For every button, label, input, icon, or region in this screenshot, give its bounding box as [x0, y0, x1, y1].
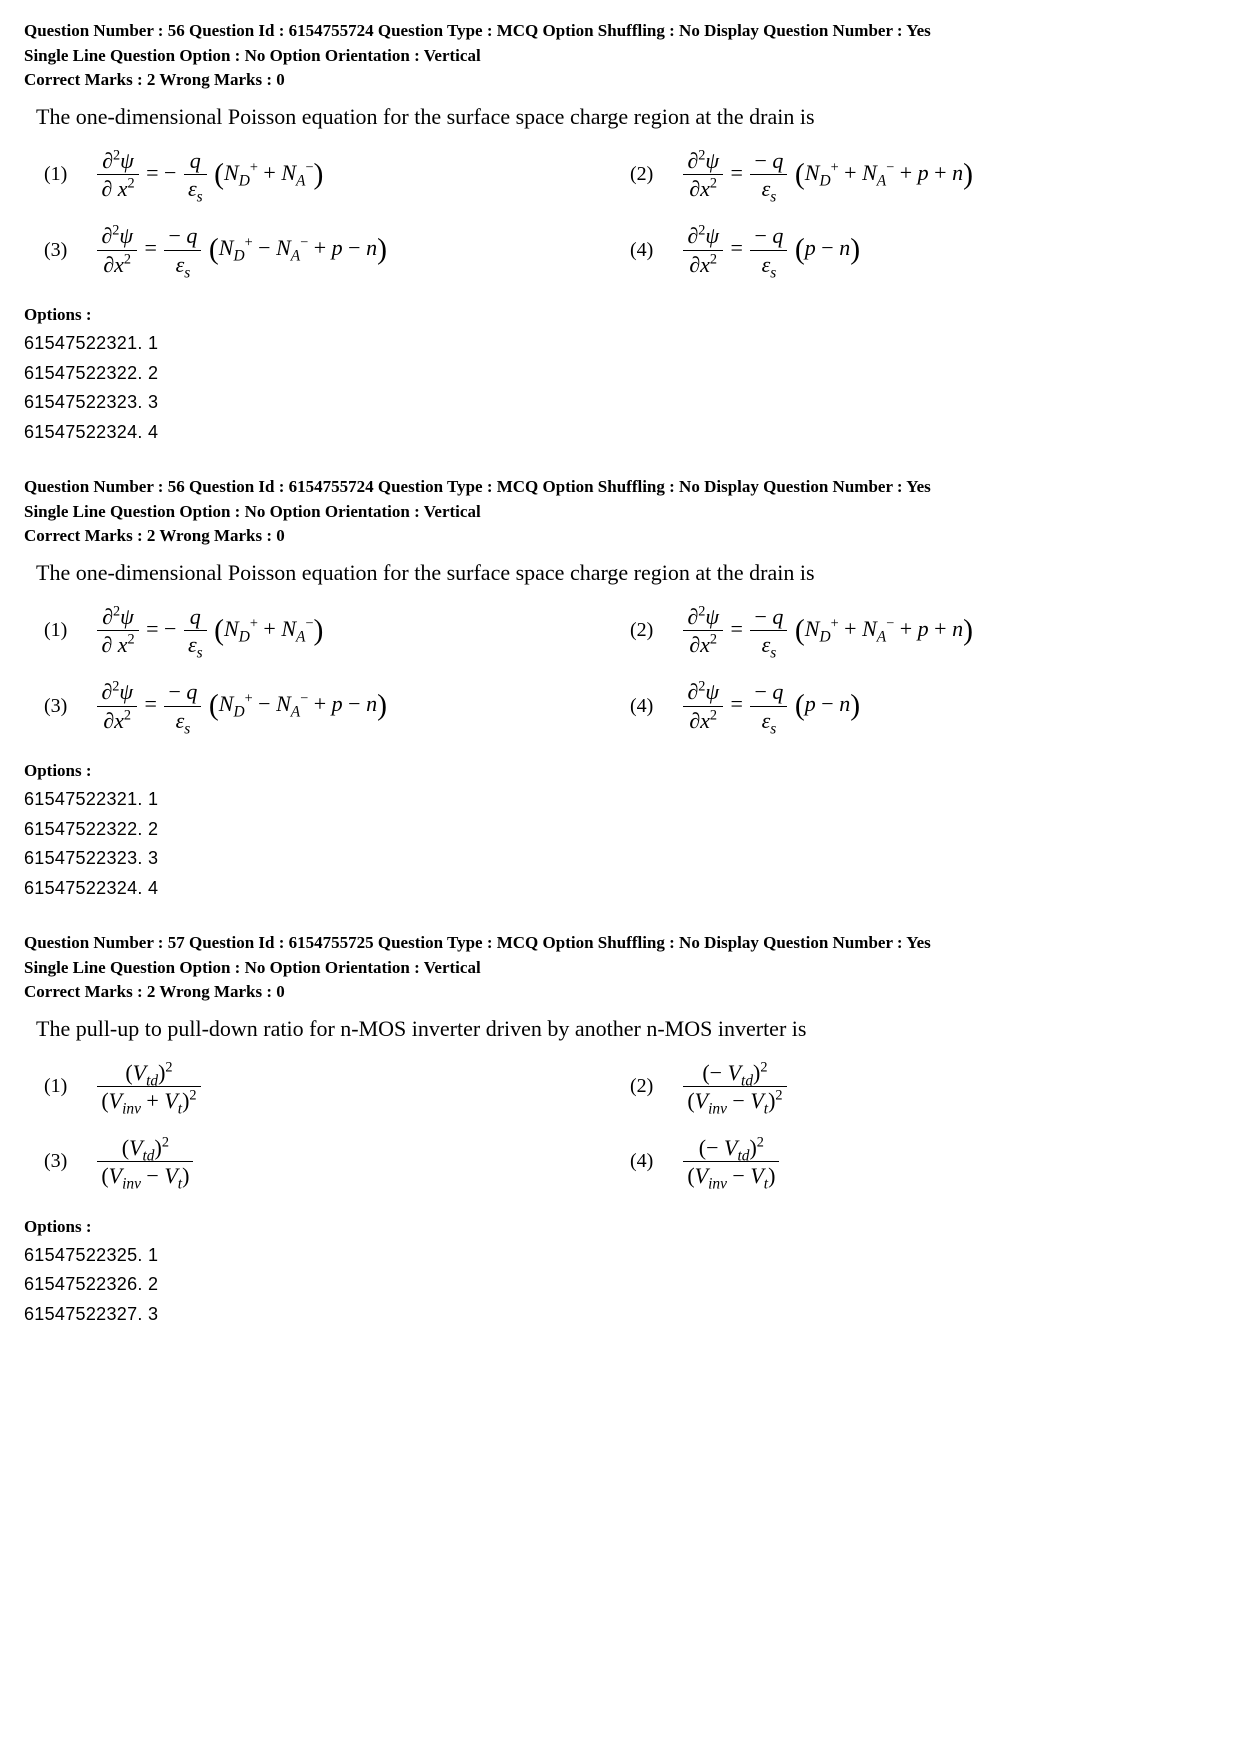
option-number: (3) [44, 239, 67, 262]
option-row[interactable]: 61547522327. 3 [24, 1300, 1216, 1330]
question-block-57: Question Number : 57 Question Id : 61547… [24, 932, 1216, 1330]
options-header: Options : [24, 761, 1216, 781]
equation-body: ∂2ψ∂ x2 = − qεs (ND+ + NA−) [95, 148, 323, 202]
option-row[interactable]: 61547522322. 2 [24, 359, 1216, 389]
equation-option-3: (3) (Vtd)2 (Vinv − Vt) [44, 1135, 630, 1189]
question-text: The pull-up to pull-down ratio for n-MOS… [36, 1016, 1216, 1042]
options-list: 61547522321. 1 61547522322. 2 6154752232… [24, 785, 1216, 904]
option-row[interactable]: 61547522321. 1 [24, 329, 1216, 359]
question-meta-line1: Question Number : 56 Question Id : 61547… [24, 476, 1216, 499]
equation-body: ∂2ψ∂x2 = − qεs (ND+ + NA− + p + n) [681, 148, 973, 202]
equation-body: ∂2ψ∂ x2 = − qεs (ND+ + NA−) [95, 604, 323, 658]
equation-body: ∂2ψ∂x2 = − qεs (ND+ − NA− + p − n) [95, 679, 387, 733]
equation-body: (− Vtd)2 (Vinv − Vt) [681, 1135, 781, 1189]
question-meta-line2: Single Line Question Option : No Option … [24, 957, 1216, 980]
equation-option-1: (1) ∂2ψ∂ x2 = − qεs (ND+ + NA−) [44, 604, 630, 658]
equation-body: ∂2ψ∂x2 = − qεs (ND+ + NA− + p + n) [681, 604, 973, 658]
option-row[interactable]: 61547522325. 1 [24, 1241, 1216, 1271]
equation-body: ∂2ψ∂x2 = − qεs (p − n) [681, 679, 860, 733]
question-marks: Correct Marks : 2 Wrong Marks : 0 [24, 526, 1216, 546]
option-row[interactable]: 61547522323. 3 [24, 388, 1216, 418]
option-number: (1) [44, 1075, 67, 1098]
question-meta-line2: Single Line Question Option : No Option … [24, 501, 1216, 524]
question-marks: Correct Marks : 2 Wrong Marks : 0 [24, 982, 1216, 1002]
equation-option-2: (2) ∂2ψ∂x2 = − qεs (ND+ + NA− + p + n) [630, 148, 1216, 202]
equation-option-4: (4) ∂2ψ∂x2 = − qεs (p − n) [630, 679, 1216, 733]
option-number: (2) [630, 619, 653, 642]
equation-option-4: (4) (− Vtd)2 (Vinv − Vt) [630, 1135, 1216, 1189]
options-list: 61547522325. 1 61547522326. 2 6154752232… [24, 1241, 1216, 1330]
equation-option-3: (3) ∂2ψ∂x2 = − qεs (ND+ − NA− + p − n) [44, 679, 630, 733]
option-number: (1) [44, 163, 67, 186]
question-meta-line1: Question Number : 56 Question Id : 61547… [24, 20, 1216, 43]
option-row[interactable]: 61547522322. 2 [24, 815, 1216, 845]
equation-option-3: (3) ∂2ψ∂x2 = − qεs (ND+ − NA− + p − n) [44, 223, 630, 277]
question-block-56b: Question Number : 56 Question Id : 61547… [24, 476, 1216, 904]
equation-option-1: (1) ∂2ψ∂ x2 = − qεs (ND+ + NA−) [44, 148, 630, 202]
equation-body: (Vtd)2 (Vinv + Vt)2 [95, 1060, 202, 1114]
equation-body: ∂2ψ∂x2 = − qεs (ND+ − NA− + p − n) [95, 223, 387, 277]
option-row[interactable]: 61547522323. 3 [24, 844, 1216, 874]
question-meta-line2: Single Line Question Option : No Option … [24, 45, 1216, 68]
question-text: The one-dimensional Poisson equation for… [36, 560, 1216, 586]
question-marks: Correct Marks : 2 Wrong Marks : 0 [24, 70, 1216, 90]
option-row[interactable]: 61547522324. 4 [24, 418, 1216, 448]
equation-body: (Vtd)2 (Vinv − Vt) [95, 1135, 195, 1189]
equation-body: ∂2ψ∂x2 = − qεs (p − n) [681, 223, 860, 277]
options-list: 61547522321. 1 61547522322. 2 6154752232… [24, 329, 1216, 448]
equation-option-2: (2) ∂2ψ∂x2 = − qεs (ND+ + NA− + p + n) [630, 604, 1216, 658]
option-number: (4) [630, 695, 653, 718]
equation-grid: (1) ∂2ψ∂ x2 = − qεs (ND+ + NA−) (2) ∂2ψ∂… [44, 148, 1216, 277]
equation-option-4: (4) ∂2ψ∂x2 = − qεs (p − n) [630, 223, 1216, 277]
equation-option-2: (2) (− Vtd)2 (Vinv − Vt)2 [630, 1060, 1216, 1114]
options-header: Options : [24, 305, 1216, 325]
option-row[interactable]: 61547522321. 1 [24, 785, 1216, 815]
options-header: Options : [24, 1217, 1216, 1237]
option-number: (4) [630, 239, 653, 262]
equation-body: (− Vtd)2 (Vinv − Vt)2 [681, 1060, 788, 1114]
option-row[interactable]: 61547522324. 4 [24, 874, 1216, 904]
question-meta-line1: Question Number : 57 Question Id : 61547… [24, 932, 1216, 955]
equation-option-1: (1) (Vtd)2 (Vinv + Vt)2 [44, 1060, 630, 1114]
option-number: (1) [44, 619, 67, 642]
equation-grid: (1) ∂2ψ∂ x2 = − qεs (ND+ + NA−) (2) ∂2ψ∂… [44, 604, 1216, 733]
equation-grid: (1) (Vtd)2 (Vinv + Vt)2 (2) (− Vtd)2 (Vi… [44, 1060, 1216, 1189]
option-number: (2) [630, 1075, 653, 1098]
option-number: (4) [630, 1150, 653, 1173]
option-row[interactable]: 61547522326. 2 [24, 1270, 1216, 1300]
option-number: (2) [630, 163, 653, 186]
question-block-56a: Question Number : 56 Question Id : 61547… [24, 20, 1216, 448]
option-number: (3) [44, 695, 67, 718]
question-text: The one-dimensional Poisson equation for… [36, 104, 1216, 130]
option-number: (3) [44, 1150, 67, 1173]
